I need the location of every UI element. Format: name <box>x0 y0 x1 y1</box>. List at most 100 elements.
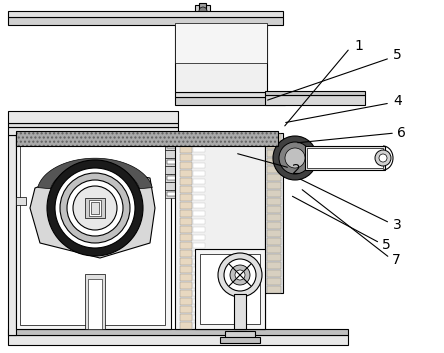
Bar <box>8 329 348 335</box>
Circle shape <box>47 160 143 256</box>
Bar <box>16 131 278 146</box>
Bar <box>199 3 206 13</box>
Circle shape <box>375 150 391 166</box>
Bar <box>193 243 205 248</box>
Bar <box>195 5 210 23</box>
Bar <box>180 322 192 329</box>
Circle shape <box>199 7 207 15</box>
Bar <box>193 259 205 264</box>
Bar <box>265 91 365 95</box>
Bar <box>180 154 192 161</box>
Circle shape <box>55 168 135 248</box>
Bar <box>180 186 192 193</box>
Bar <box>8 123 178 127</box>
Bar <box>193 267 205 272</box>
Bar <box>180 282 192 289</box>
Bar <box>193 307 205 312</box>
Bar <box>267 158 281 165</box>
Bar <box>193 155 205 160</box>
Bar <box>167 144 177 148</box>
Circle shape <box>67 180 123 236</box>
Bar <box>16 131 278 146</box>
Bar <box>91 202 99 214</box>
Bar <box>193 315 205 320</box>
Bar <box>180 162 192 169</box>
Bar <box>165 150 179 158</box>
Bar <box>193 251 205 256</box>
Bar <box>267 190 281 197</box>
Bar <box>175 12 267 92</box>
Circle shape <box>235 270 245 280</box>
Bar <box>193 299 205 304</box>
Bar <box>267 238 281 245</box>
Text: 4: 4 <box>393 94 402 108</box>
Bar <box>85 274 105 329</box>
Bar <box>267 270 281 277</box>
Bar <box>8 335 348 345</box>
Text: 7: 7 <box>392 253 401 267</box>
Bar <box>193 275 205 280</box>
Bar <box>267 230 281 237</box>
Bar <box>175 92 285 97</box>
Bar <box>180 218 192 225</box>
Bar <box>180 250 192 257</box>
Text: 3: 3 <box>393 218 402 232</box>
Bar <box>193 283 205 288</box>
Bar <box>267 286 281 293</box>
Bar <box>193 211 205 216</box>
Bar <box>165 158 179 166</box>
Bar <box>180 210 192 217</box>
Bar <box>88 279 102 329</box>
Circle shape <box>230 265 250 285</box>
Text: 5: 5 <box>393 48 402 62</box>
Bar <box>180 290 192 297</box>
Bar <box>193 195 205 200</box>
Bar <box>180 306 192 313</box>
Bar <box>167 192 177 196</box>
Bar <box>267 246 281 253</box>
Circle shape <box>60 173 130 243</box>
Bar <box>180 298 192 305</box>
Bar <box>175 134 265 329</box>
Bar <box>193 147 205 152</box>
Bar <box>267 262 281 269</box>
Bar <box>180 226 192 233</box>
Bar <box>165 174 179 182</box>
Bar <box>267 214 281 221</box>
Bar <box>265 95 365 105</box>
Bar <box>180 242 192 249</box>
Polygon shape <box>30 168 155 258</box>
Bar <box>165 166 179 174</box>
Bar <box>193 139 205 144</box>
Bar <box>165 142 179 150</box>
Bar <box>180 170 192 177</box>
Circle shape <box>379 154 387 162</box>
Bar <box>195 249 265 329</box>
Bar <box>8 111 178 123</box>
Bar <box>175 23 267 63</box>
Bar <box>267 134 281 141</box>
Bar <box>267 174 281 181</box>
Circle shape <box>285 148 305 168</box>
Bar <box>167 176 177 180</box>
Bar <box>267 278 281 285</box>
Bar <box>175 97 285 105</box>
Circle shape <box>279 142 311 174</box>
Text: 6: 6 <box>397 126 406 140</box>
Bar <box>220 337 260 343</box>
Bar <box>267 142 281 149</box>
Bar <box>193 235 205 240</box>
Bar <box>180 266 192 273</box>
Circle shape <box>73 186 117 230</box>
Bar <box>8 17 283 25</box>
Bar <box>267 198 281 205</box>
Bar <box>267 150 281 157</box>
Bar <box>267 254 281 261</box>
Bar <box>193 187 205 192</box>
Bar <box>85 198 105 218</box>
Bar <box>180 178 192 185</box>
Bar <box>16 134 171 329</box>
Bar <box>193 171 205 176</box>
Bar <box>165 134 179 142</box>
Circle shape <box>224 259 256 291</box>
